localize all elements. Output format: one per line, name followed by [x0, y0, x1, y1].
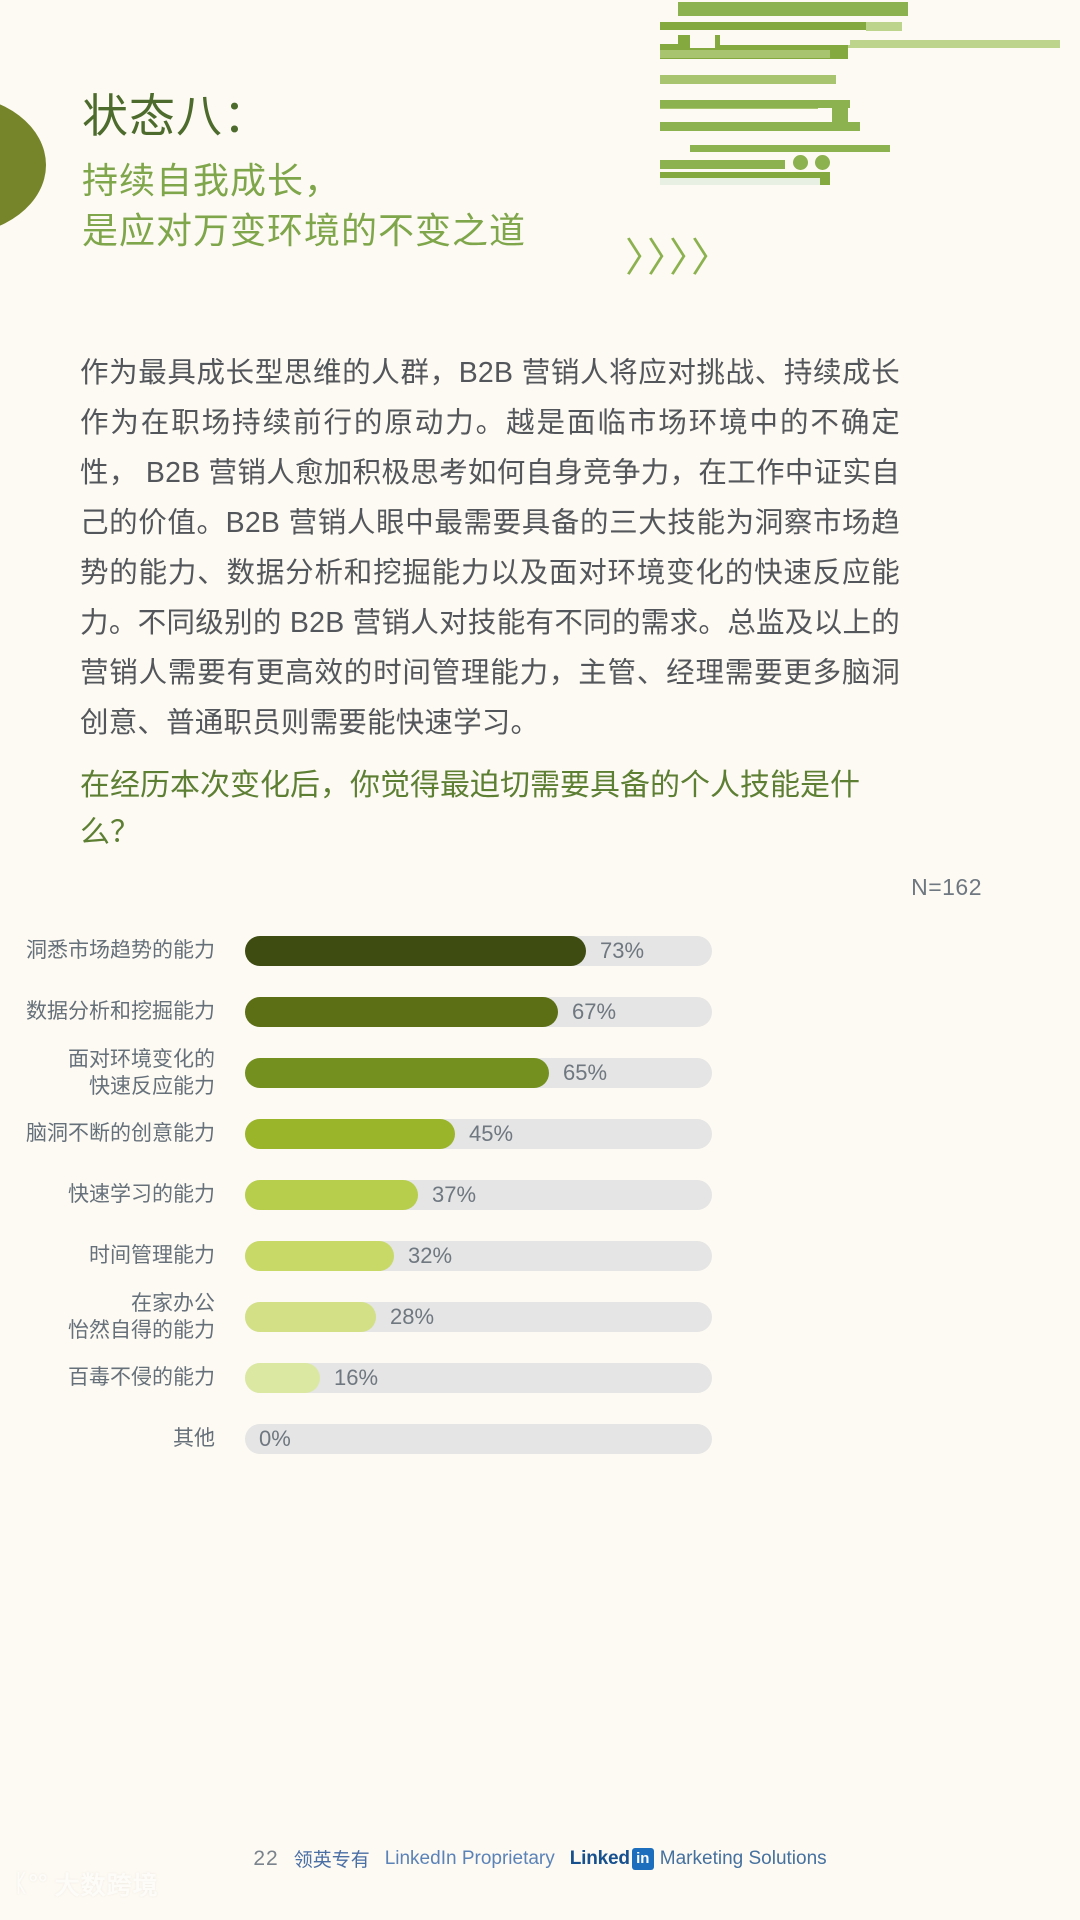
bar-track: 32% [245, 1240, 712, 1271]
bar-value-label: 65% [563, 1059, 608, 1085]
bar-value-label: 32% [408, 1242, 453, 1268]
bar-track: 37% [245, 1179, 712, 1210]
bar-fill [245, 996, 558, 1027]
bar-fill [245, 1057, 549, 1088]
watermark-logo-icon: ᛕ°° [14, 1870, 48, 1897]
linkedin-wordmark: Linked [569, 1847, 630, 1869]
bar-chart-row: 快速学习的能力 37% [0, 1164, 1080, 1225]
proprietary-label-cn: 领英专有 [293, 1850, 370, 1871]
bar-track: 73% [245, 935, 712, 966]
bar-category-label: 脑洞不断的创意能力 [26, 1122, 215, 1145]
bar-chart-row: 其他 0% [0, 1408, 1080, 1469]
bar-track: 16% [245, 1362, 712, 1393]
bar-category-label: 面对环境变化的 快速反应能力 [68, 1047, 215, 1098]
bar-fill [245, 935, 586, 966]
bar-value-label: 45% [469, 1120, 514, 1146]
linkedin-in-icon: in [631, 1847, 654, 1870]
bar-category-label: 洞悉市场趋势的能力 [26, 939, 215, 962]
body-paragraph: 作为最具成长型思维的人群，B2B 营销人将应对挑战、持续成长作为在职场持续前行的… [80, 357, 900, 739]
watermark-text: 大数跨境 [54, 1872, 159, 1900]
bar-chart-rows: 洞悉市场趋势的能力 73% 数据分析和挖掘能力 67% 面对环境变化的 快速反应能力 65… [0, 920, 1080, 1469]
survey-question-heading: 在经历本次变化后，你觉得最迫切需要具备的个人技能是什么？ [80, 769, 860, 849]
marketing-solutions-label: Marketing Solutions [659, 1847, 827, 1869]
bar-category-label: 其他 [173, 1427, 215, 1450]
bar-chart-row: 百毒不侵的能力 16% [0, 1347, 1080, 1408]
bar-fill [245, 1179, 418, 1210]
bar-chart-row: 时间管理能力 32% [0, 1225, 1080, 1286]
bar-category-label: 在家办公 怡然自得的能力 [68, 1291, 215, 1342]
bar-fill [245, 1118, 455, 1149]
bar-value-label: 37% [432, 1181, 477, 1207]
bar-value-label: 73% [600, 937, 645, 963]
bar-fill [245, 1362, 320, 1393]
bar-value-label: 67% [572, 998, 617, 1024]
bar-value-label: 0% [259, 1425, 291, 1451]
bar-chart-row: 面对环境变化的 快速反应能力 65% [0, 1042, 1080, 1103]
bar-track: 45% [245, 1118, 712, 1149]
sample-size-label: N=162 [911, 874, 982, 900]
bar-chart-row: 脑洞不断的创意能力 45% [0, 1103, 1080, 1164]
page-subtitle: 持续自我成长， 是应对万变环境的不变之道 [82, 160, 527, 251]
bar-fill [245, 1240, 394, 1271]
bar-category-label: 时间管理能力 [89, 1244, 215, 1267]
watermark: ᛕ°° 大数跨境 [14, 1866, 159, 1902]
bar-chart-row: 在家办公 怡然自得的能力 28% [0, 1286, 1080, 1347]
bar-chart-row: 洞悉市场趋势的能力 73% [0, 920, 1080, 981]
linkedin-logo: Linked in Marketing Solutions [569, 1847, 827, 1870]
bar-category-label: 快速学习的能力 [68, 1183, 215, 1206]
bar-chart-row: 数据分析和挖掘能力 67% [0, 981, 1080, 1042]
title-block: 状态八： 持续自我成长， 是应对万变环境的不变之道 [82, 88, 702, 255]
bar-track: 65% [245, 1057, 712, 1088]
bar-category-label: 百毒不侵的能力 [68, 1366, 215, 1389]
bar-value-label: 16% [334, 1364, 379, 1390]
bar-value-label: 28% [390, 1303, 435, 1329]
bar-track: 67% [245, 996, 712, 1027]
proprietary-label-en: LinkedIn Proprietary [384, 1847, 555, 1869]
chevron-right-icon: 〉〉〉〉 [625, 236, 733, 280]
page-number: 22 [253, 1846, 279, 1870]
page-title: 状态八： [82, 90, 270, 142]
bar-fill [245, 1301, 376, 1332]
bar-track: 28% [245, 1301, 712, 1332]
olive-semicircle-accent [0, 95, 46, 235]
bar-category-label: 数据分析和挖掘能力 [26, 1000, 215, 1023]
header-decoration-graphic [660, 0, 1080, 185]
footer: 22 领英专有 LinkedIn Proprietary Linked in Ma… [0, 1845, 1080, 1872]
bar-track: 0% [245, 1423, 712, 1454]
